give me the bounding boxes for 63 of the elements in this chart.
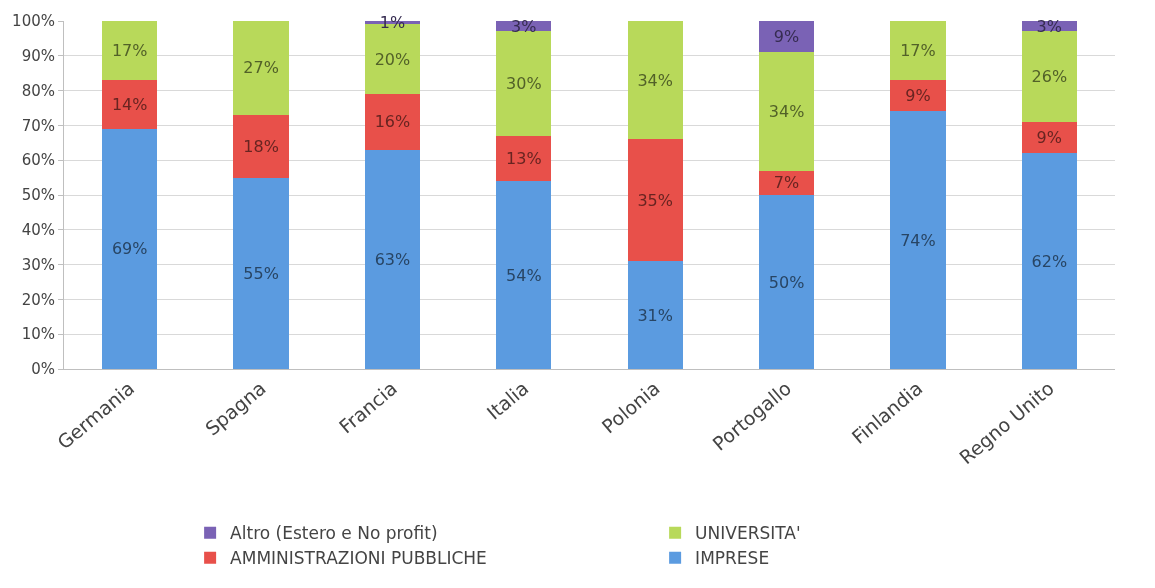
data-label: 13% <box>506 148 542 168</box>
data-label: 9% <box>773 27 800 47</box>
bar <box>102 21 158 81</box>
data-label: 26% <box>1031 67 1068 87</box>
bar <box>102 80 158 129</box>
data-label: 31% <box>637 305 673 325</box>
data-label: 30% <box>506 74 542 94</box>
data-label: 9% <box>1036 128 1063 148</box>
y-tick-label: 40% <box>21 221 55 240</box>
bar <box>758 52 815 171</box>
data-label: 34% <box>768 101 805 121</box>
data-label: 50% <box>768 272 805 292</box>
bar <box>102 128 158 369</box>
bar <box>627 21 683 140</box>
bar <box>890 21 946 81</box>
data-label: 74% <box>900 230 936 250</box>
bar <box>890 111 946 369</box>
bar <box>496 135 552 182</box>
data-label: 16% <box>374 112 411 132</box>
bar <box>233 21 289 115</box>
legend-label: UNIVERSITA' <box>695 523 801 544</box>
data-label: 34% <box>637 70 673 90</box>
data-label: 35% <box>637 190 673 210</box>
data-label: 7% <box>773 173 800 193</box>
bar <box>890 80 946 112</box>
y-tick-label: 30% <box>21 255 55 274</box>
bar <box>233 177 289 369</box>
bar <box>496 181 552 369</box>
legend-label: Altro (Estero e No profit) <box>230 523 438 544</box>
data-label: 55% <box>243 263 279 283</box>
bar <box>627 261 683 369</box>
bar <box>1021 153 1077 369</box>
data-label: 17% <box>111 41 148 61</box>
data-label: 18% <box>243 136 279 156</box>
data-label: 27% <box>243 58 279 78</box>
data-label: 17% <box>900 41 936 61</box>
bar <box>364 94 421 150</box>
y-tick-label: 80% <box>21 81 55 100</box>
y-tick-label: 100% <box>12 12 55 31</box>
data-label: 14% <box>111 95 148 115</box>
data-label: 3% <box>511 16 537 36</box>
data-label: 3% <box>1036 16 1063 36</box>
y-tick-label: 10% <box>21 325 55 344</box>
data-label: 54% <box>506 265 542 285</box>
legend-label: AMMINISTRAZIONI PUBBLICHE <box>230 548 487 569</box>
y-tick-label: 90% <box>21 47 55 66</box>
bar <box>1021 31 1077 122</box>
y-tick-label: 20% <box>21 290 55 309</box>
data-label: 62% <box>1031 251 1068 271</box>
data-label: 20% <box>374 49 411 69</box>
data-label: 69% <box>111 239 148 259</box>
bar <box>496 31 552 136</box>
y-tick-label: 50% <box>21 186 55 205</box>
y-tick-label: 0% <box>31 360 55 379</box>
data-label: 63% <box>374 249 411 269</box>
legend-label: IMPRESE <box>695 548 770 569</box>
y-tick-label: 70% <box>21 116 55 135</box>
bar <box>233 114 289 178</box>
data-label: 9% <box>905 86 931 106</box>
bar <box>758 195 815 369</box>
y-tick-label: 60% <box>21 151 55 170</box>
bar <box>364 149 421 369</box>
bar <box>627 139 683 262</box>
